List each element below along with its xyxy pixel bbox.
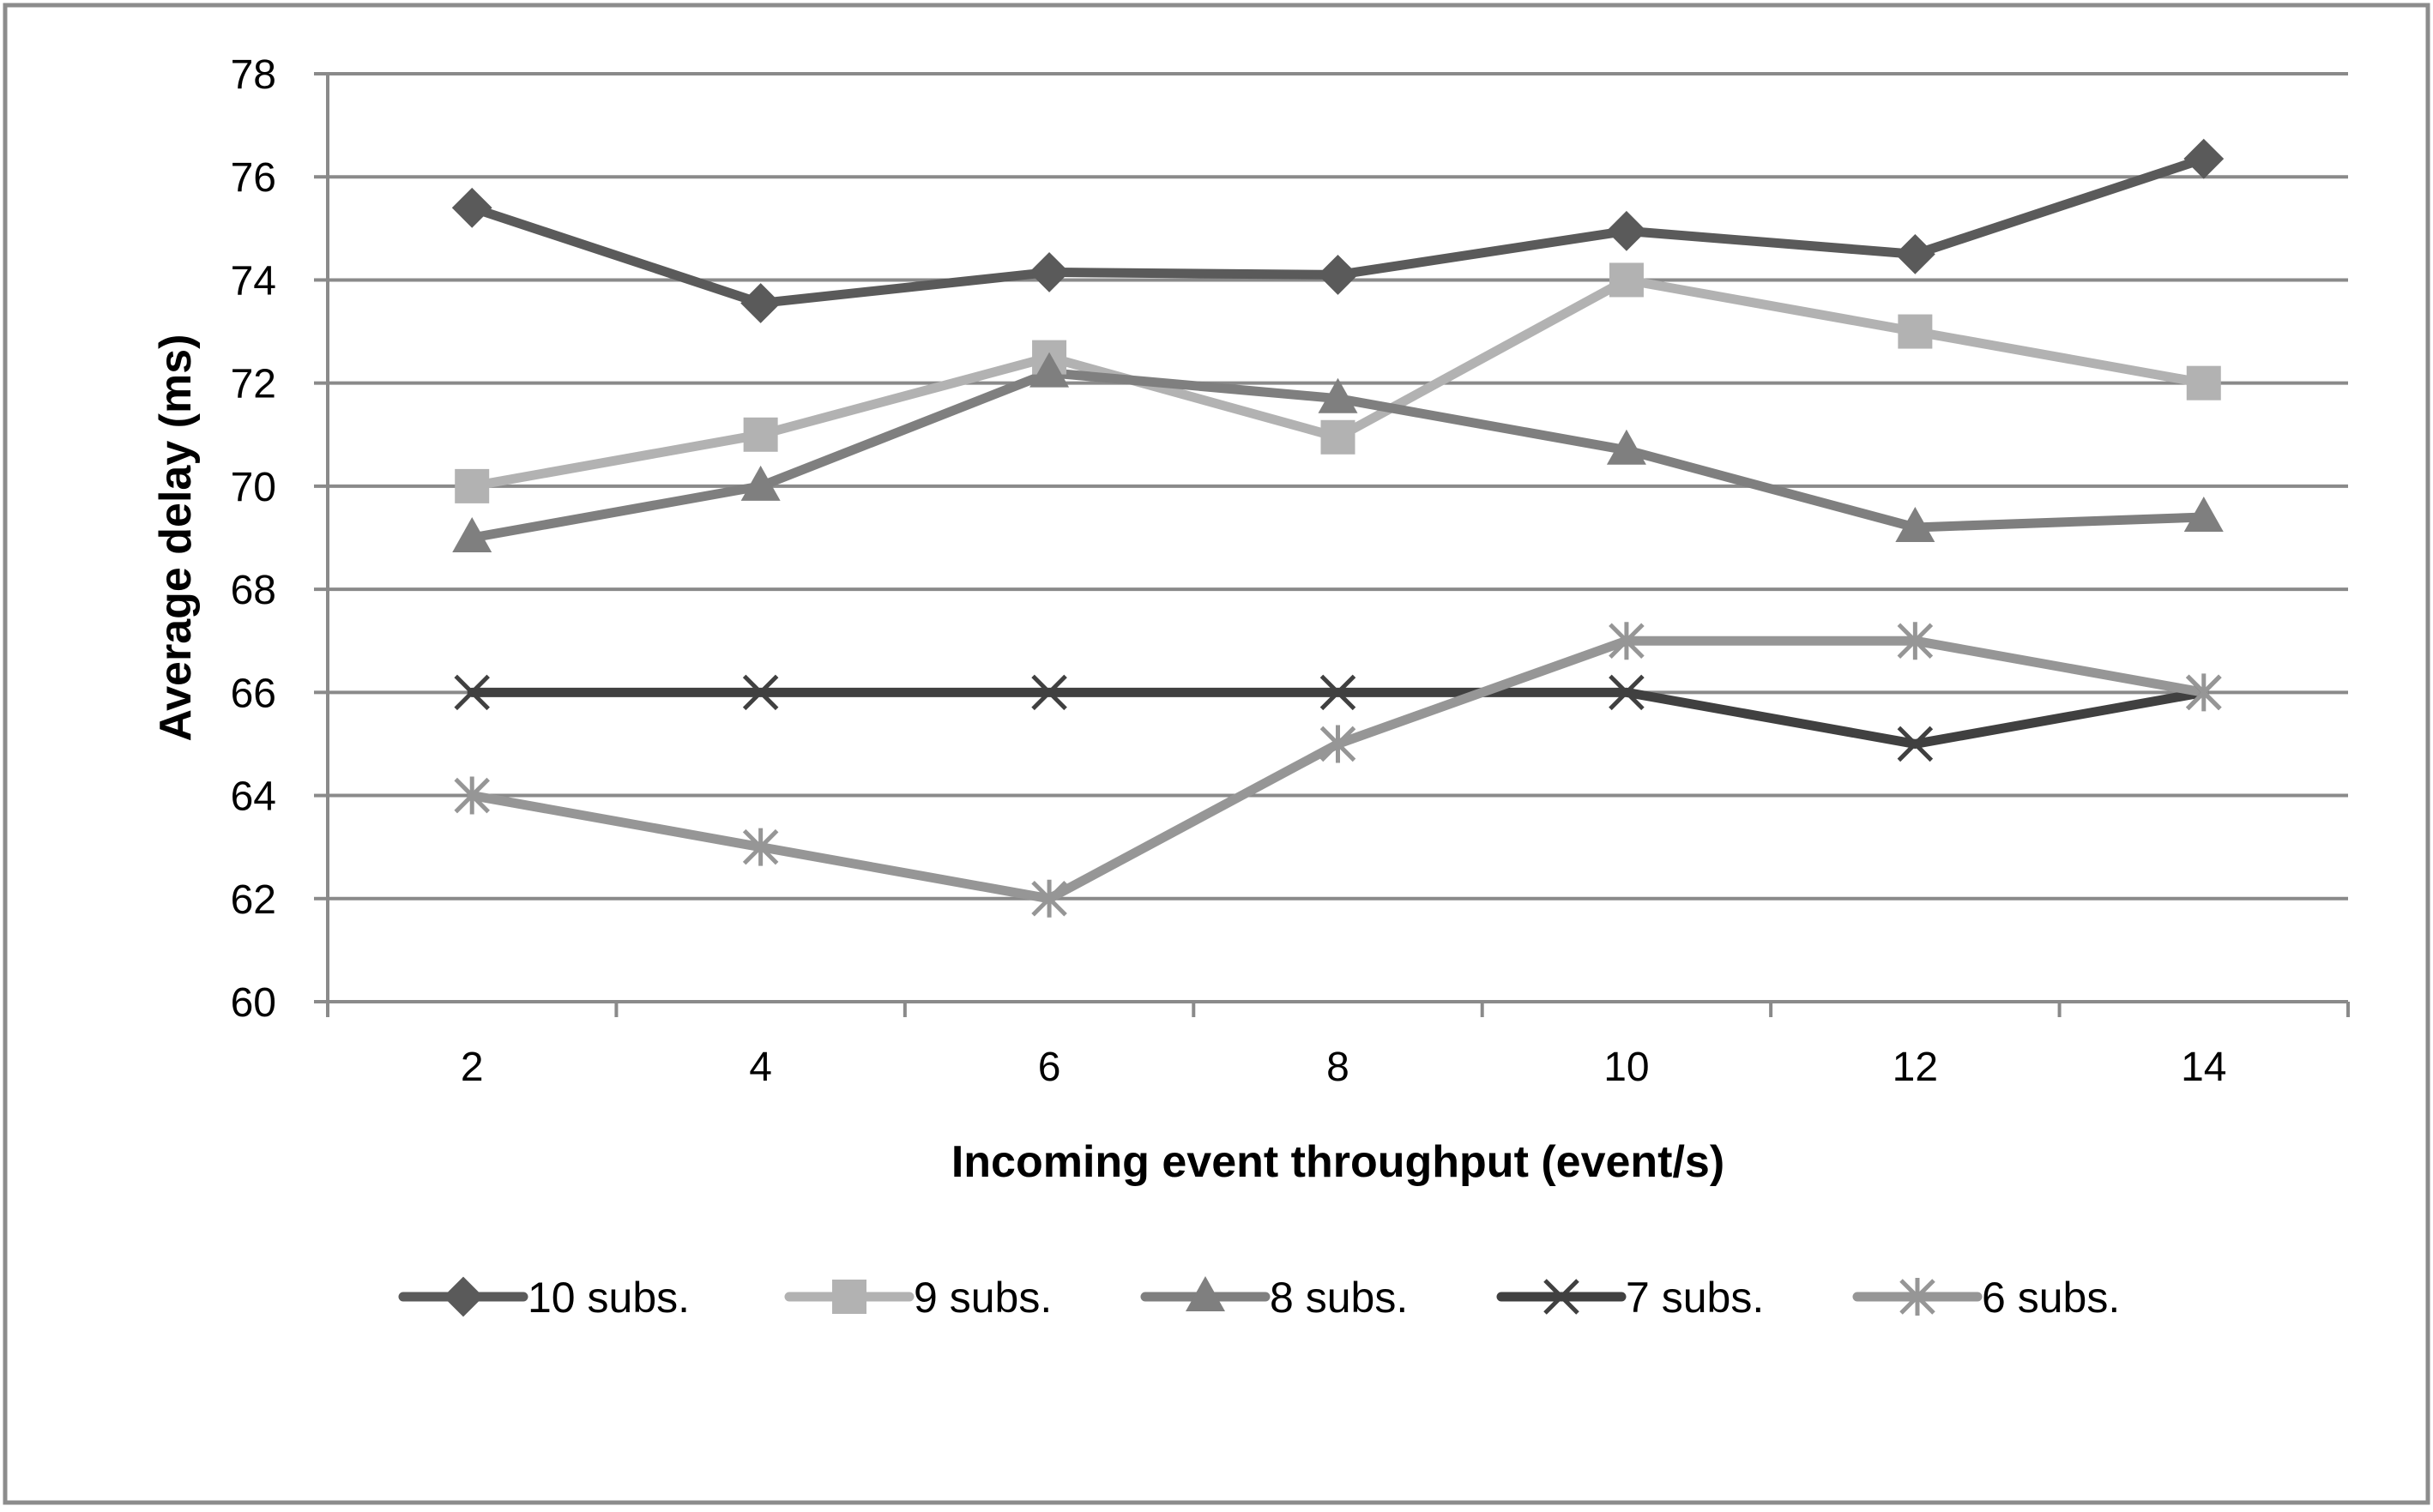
data-point [454, 776, 490, 815]
y-tick-label: 66 [231, 671, 276, 716]
data-point [1897, 726, 1934, 762]
x-tick-label: 6 [1038, 1045, 1061, 1090]
y-tick-label: 68 [231, 568, 276, 613]
data-point [743, 417, 778, 452]
legend-marker [832, 1280, 866, 1314]
data-point [1318, 377, 1358, 413]
data-point [1318, 255, 1358, 295]
y-tick-label: 76 [231, 155, 276, 201]
legend-marker [1186, 1276, 1225, 1311]
data-point [1609, 674, 1645, 711]
data-point [1320, 419, 1355, 455]
legend-marker [1543, 1279, 1579, 1315]
marker-stroke [1031, 674, 1067, 711]
marker-stroke [454, 674, 490, 711]
data-point [1609, 622, 1645, 660]
x-tick-label: 2 [461, 1045, 484, 1090]
x-tick-label: 12 [1893, 1045, 1938, 1090]
data-point [1319, 674, 1356, 711]
data-point [1606, 429, 1646, 465]
legend-label: 7 subs. [1626, 1274, 1764, 1322]
data-point [1031, 879, 1067, 918]
x-tick-label: 4 [749, 1045, 772, 1090]
data-point [1319, 725, 1356, 763]
data-point [1609, 262, 1644, 298]
data-point [740, 465, 781, 501]
marker-stroke [742, 674, 779, 711]
data-point [1897, 622, 1934, 660]
data-point [2186, 365, 2221, 401]
legend-label: 6 subs. [1982, 1274, 2120, 1322]
marker-stroke [1897, 726, 1934, 762]
data-point [2186, 673, 2222, 712]
data-point [451, 187, 492, 228]
data-point [740, 283, 782, 323]
y-tick-label: 62 [231, 877, 276, 923]
data-point [1031, 674, 1067, 711]
y-axis-title: Average delay (ms) [151, 334, 201, 742]
legend-marker [443, 1276, 484, 1317]
data-point [1029, 352, 1070, 388]
data-point [2183, 138, 2225, 179]
data-point [452, 517, 492, 552]
x-tick-label: 14 [2181, 1045, 2226, 1090]
y-tick-label: 64 [231, 774, 276, 820]
y-tick-label: 72 [231, 362, 276, 407]
data-point [1606, 210, 1647, 251]
y-tick-label: 60 [231, 980, 276, 1026]
y-tick-label: 78 [231, 52, 276, 98]
x-axis-title: Incoming event throughput (event/s) [951, 1137, 1724, 1187]
legend-label: 8 subs. [1270, 1274, 1408, 1322]
data-point [454, 674, 490, 711]
legend-marker [1899, 1278, 1935, 1316]
marker-stroke [1543, 1279, 1579, 1315]
marker-stroke [1319, 674, 1356, 711]
data-point [2183, 496, 2224, 532]
legend-label: 10 subs. [528, 1274, 690, 1322]
x-tick-label: 8 [1326, 1045, 1349, 1090]
chart-border [3, 3, 2430, 1505]
data-point [1894, 233, 1935, 274]
y-tick-label: 74 [231, 258, 276, 304]
data-point [1029, 252, 1070, 292]
data-point [742, 828, 779, 866]
legend-label: 9 subs. [914, 1274, 1052, 1322]
data-point [455, 468, 490, 503]
data-point [1895, 506, 1935, 542]
legend: 10 subs. 9 subs. 8 subs. 7 subs. 6 subs. [398, 1274, 2120, 1322]
x-tick-label: 10 [1603, 1045, 1649, 1090]
data-point [742, 674, 779, 711]
data-point [1898, 314, 1933, 349]
y-tick-label: 70 [231, 465, 276, 510]
marker-stroke [1609, 674, 1645, 711]
